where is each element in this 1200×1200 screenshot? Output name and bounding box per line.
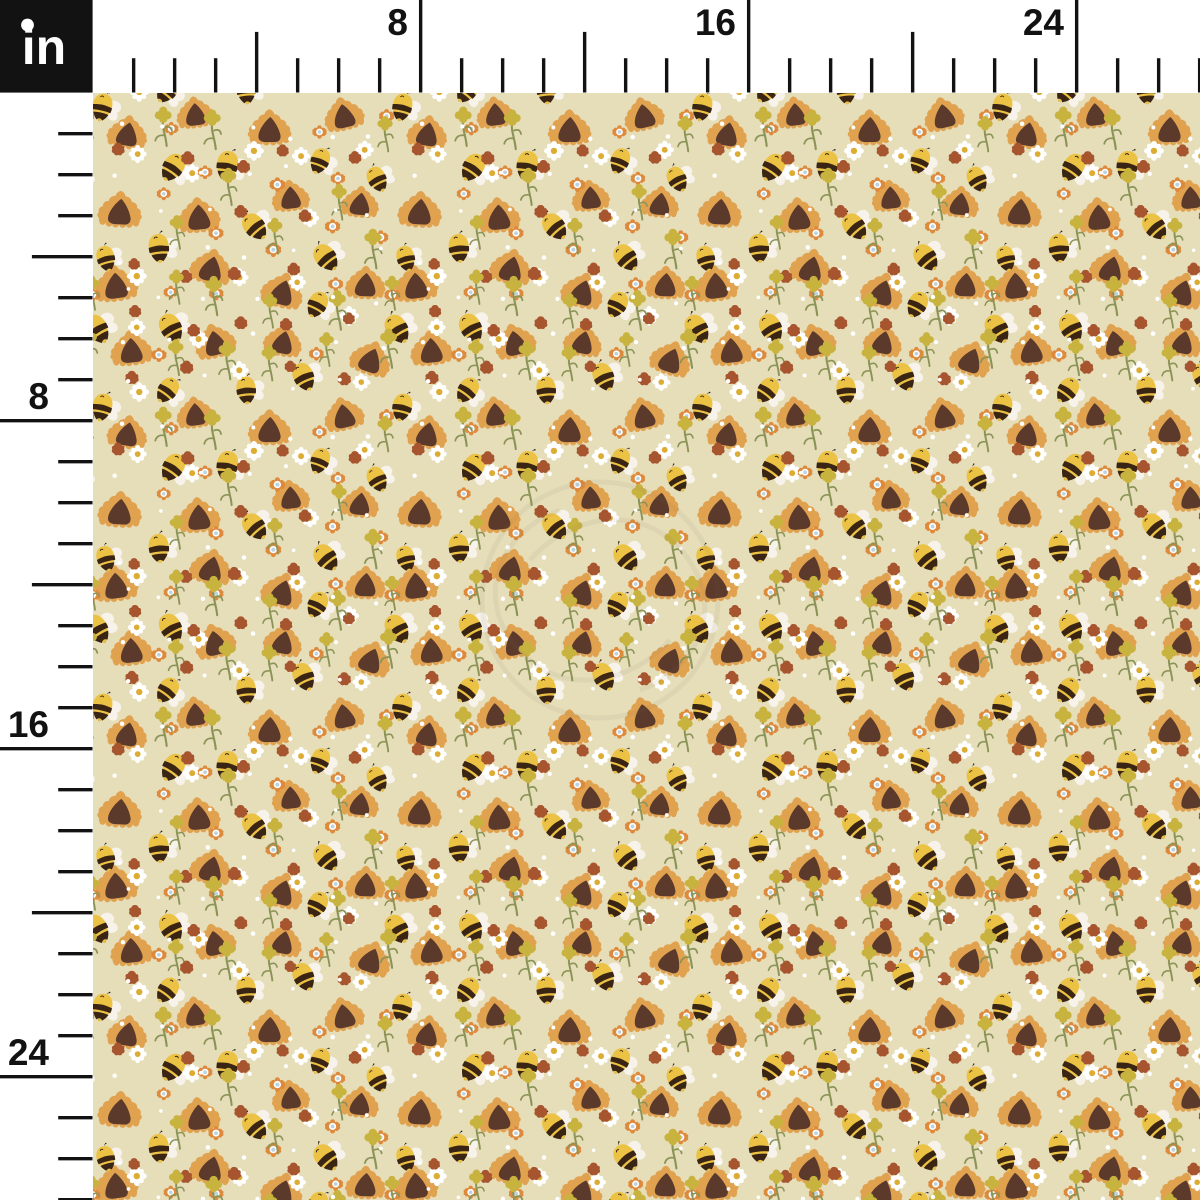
svg-text:16: 16 <box>8 704 49 745</box>
svg-text:24: 24 <box>8 1032 50 1073</box>
svg-text:16: 16 <box>695 2 736 43</box>
svg-text:8: 8 <box>387 2 408 43</box>
svg-text:24: 24 <box>1023 2 1065 43</box>
svg-text:8: 8 <box>28 376 49 417</box>
